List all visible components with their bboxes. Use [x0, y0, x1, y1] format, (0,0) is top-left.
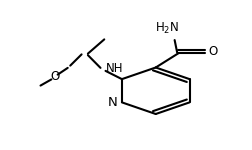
- Text: O: O: [50, 70, 60, 83]
- Text: N: N: [108, 96, 117, 109]
- Text: NH: NH: [106, 62, 124, 75]
- Text: O: O: [209, 45, 218, 58]
- Text: H$_2$N: H$_2$N: [155, 21, 179, 36]
